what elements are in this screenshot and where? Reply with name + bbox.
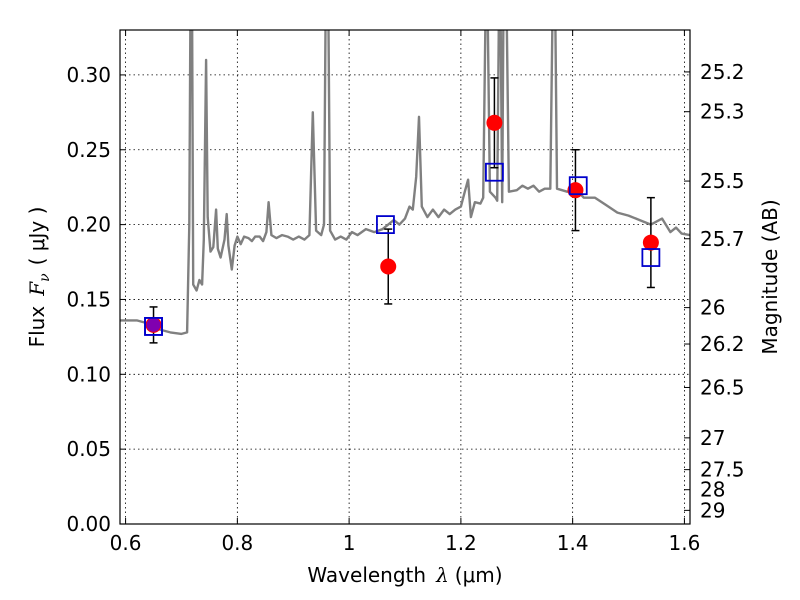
observed-point [486, 114, 503, 131]
y-tick-label: 0.30 [66, 63, 111, 87]
y-tick-label: 0.10 [66, 362, 111, 386]
model-photometry-point [144, 316, 163, 336]
model-spectrum-line [120, 30, 690, 336]
mag-tick-label: 25.2 [700, 60, 745, 84]
x-tick-label: 0.6 [110, 531, 142, 555]
x-tick-label: 1.4 [557, 531, 589, 555]
mag-tick-label: 26 [700, 296, 725, 320]
model-photometry-point [641, 248, 661, 267]
mag-tick-label: 26.2 [700, 332, 745, 356]
model-photometry-points [144, 162, 661, 336]
mag-tick-label: 28 [700, 478, 725, 502]
y-tick-label: 0.25 [66, 138, 111, 162]
model-photometry-point [568, 176, 588, 196]
mag-tick-label: 29 [700, 498, 725, 522]
y-tick-label: 0.15 [66, 287, 111, 311]
x-tick-label: 1 [343, 531, 356, 555]
x-tick-label: 1.6 [669, 531, 701, 555]
x-axis-label: Wavelength λ (μm) [307, 563, 502, 587]
observed-point [642, 234, 659, 251]
y-tick-label: 0.20 [66, 213, 111, 237]
plot-frame [119, 29, 691, 525]
x-axis-ticks: 0.6 0.8 1 1.2 1.4 1.6 [110, 30, 701, 555]
magnitude-axis-label: Magnitude (AB) [758, 199, 782, 354]
x-tick-label: 0.8 [221, 531, 253, 555]
mag-tick-label: 27 [700, 426, 725, 450]
y-axis-label: FluxFν( μJy ) [25, 207, 53, 348]
mag-tick-label: 25.5 [700, 169, 745, 193]
mag-tick-label: 26.5 [700, 375, 745, 399]
x-tick-label: 1.2 [445, 531, 477, 555]
model-spectrum [120, 30, 690, 336]
mag-tick-label: 25.7 [700, 227, 745, 251]
model-photometry-point [376, 215, 395, 235]
model-photometry-point [485, 162, 504, 182]
observed-point [380, 258, 397, 275]
y-tick-label: 0.05 [66, 437, 111, 461]
y-tick-label: 0.00 [66, 512, 111, 536]
error-bars [149, 77, 655, 344]
overlap-point [146, 317, 161, 332]
mag-tick-label: 25.3 [700, 100, 745, 124]
mag-tick-label: 27.5 [700, 458, 745, 482]
y-axis-ticks: 0.00 0.05 0.10 0.15 0.20 0.25 0.30 [66, 63, 126, 536]
observed-points [145, 114, 659, 333]
